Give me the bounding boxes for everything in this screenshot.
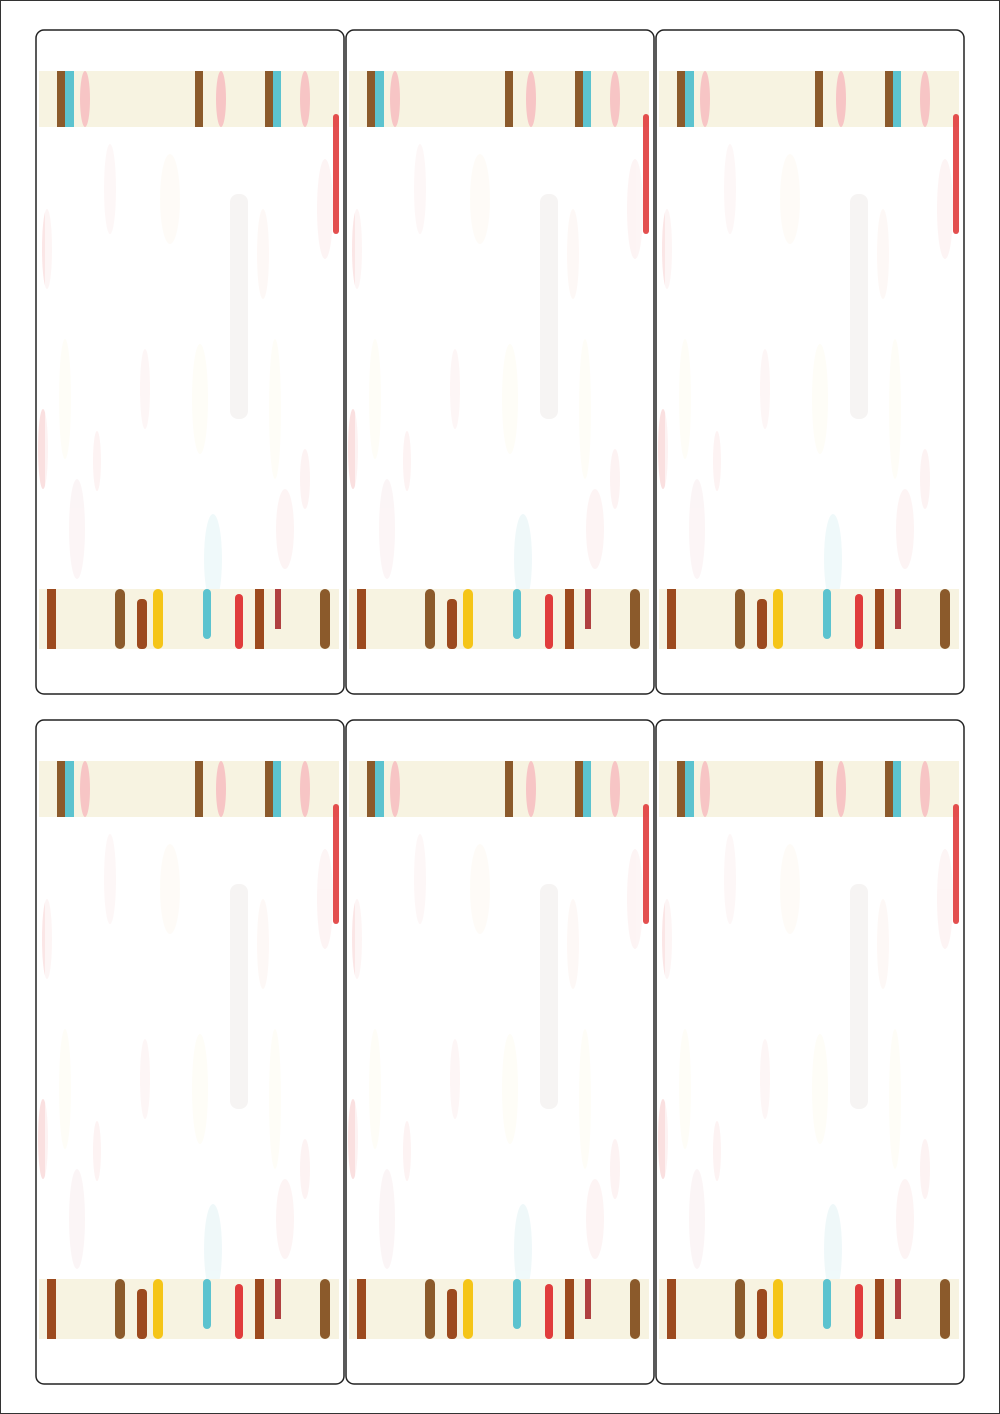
card	[346, 30, 654, 694]
card	[36, 720, 344, 1384]
card	[346, 720, 654, 1384]
card	[36, 30, 344, 694]
card	[656, 30, 964, 694]
card	[656, 720, 964, 1384]
